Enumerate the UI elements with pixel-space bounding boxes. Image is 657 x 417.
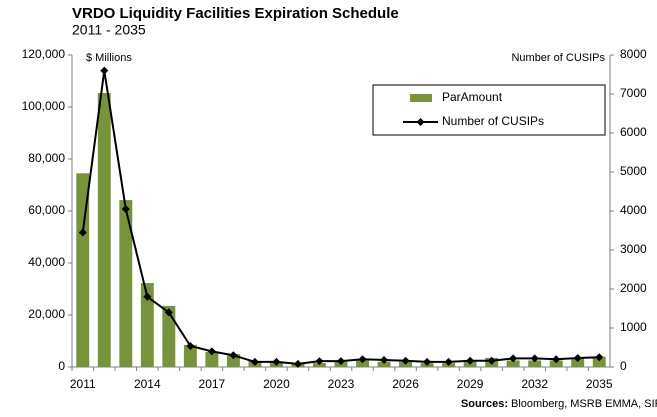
bar: [549, 360, 563, 367]
x-tick-label: 2029: [457, 377, 484, 391]
line-marker: [207, 347, 216, 356]
legend-label: Number of CUSIPs: [442, 114, 544, 128]
bar: [183, 344, 197, 367]
bar: [76, 173, 90, 367]
line-marker: [337, 357, 345, 366]
y2-tick-label: 5000: [620, 164, 647, 178]
source-label: Sources:: [461, 398, 508, 410]
y2-tick-label: 2000: [620, 281, 647, 295]
bar: [356, 360, 369, 367]
line-marker: [487, 356, 496, 365]
line-marker: [293, 359, 302, 368]
line-marker: [358, 355, 367, 364]
line-marker: [229, 351, 238, 360]
x-tick-label: 2020: [263, 377, 290, 391]
legend-marker: [416, 118, 425, 126]
y2-tick-label: 7000: [620, 86, 647, 100]
y-tick-label: 100,000: [22, 99, 66, 113]
line-marker: [250, 357, 259, 366]
y-tick-label: 0: [58, 359, 65, 373]
line-marker: [315, 357, 324, 366]
y2-axis-label: Number of CUSIPs: [511, 52, 605, 64]
y-tick-label: 60,000: [28, 203, 65, 217]
bar: [571, 357, 585, 367]
x-tick-label: 2017: [199, 377, 226, 391]
bar: [205, 351, 219, 367]
line-marker: [143, 292, 152, 301]
line-marker: [100, 66, 109, 75]
line-marker: [423, 357, 432, 366]
bar: [140, 283, 154, 367]
bar: [97, 92, 111, 368]
bar: [119, 200, 133, 367]
line-marker: [121, 205, 130, 214]
x-tick-label: 2014: [134, 377, 161, 391]
legend-swatch: [410, 94, 432, 102]
line-marker: [530, 354, 539, 363]
x-tick-label: 2011: [70, 377, 96, 391]
line-marker: [552, 355, 561, 364]
line-marker: [164, 308, 173, 317]
line-marker: [186, 341, 195, 350]
y-tick-label: 80,000: [28, 151, 65, 165]
chart-title: VRDO Liquidity Facilities Expiration Sch…: [72, 5, 399, 22]
y2-tick-label: 8000: [620, 47, 647, 61]
y2-tick-label: 0: [620, 359, 627, 373]
line-marker: [401, 356, 410, 365]
bar: [528, 360, 542, 367]
y-tick-label: 20,000: [28, 307, 65, 321]
chart-subtitle: 2011 - 2035: [72, 22, 146, 38]
line-marker: [466, 356, 475, 365]
y-tick-label: 40,000: [28, 255, 65, 269]
x-tick-label: 2023: [328, 377, 355, 391]
bar: [592, 356, 606, 367]
y2-tick-label: 3000: [620, 242, 647, 256]
x-tick-label: 2026: [392, 377, 419, 391]
y2-tick-label: 1000: [620, 320, 647, 334]
legend-box: [372, 84, 606, 136]
bar: [506, 360, 520, 367]
source: Bloomberg, MSRB EMMA, SIFMA: [511, 398, 657, 410]
bar: [377, 361, 391, 367]
bar: [162, 305, 176, 367]
y2-tick-label: 4000: [620, 203, 647, 217]
y2-tick-label: 6000: [620, 125, 647, 139]
line-marker: [595, 353, 604, 362]
line-marker: [78, 228, 87, 237]
line-marker: [380, 355, 389, 364]
line-marker: [444, 357, 453, 366]
line-marker: [272, 357, 281, 366]
line-marker: [573, 354, 582, 363]
y-axis-label: $ Millions: [86, 52, 132, 64]
y-tick-label: 120,000: [22, 47, 66, 61]
legend-label: ParAmount: [442, 90, 503, 104]
line-marker: [509, 354, 518, 363]
x-tick-label: 2035: [586, 377, 613, 391]
x-tick-label: 2032: [521, 377, 548, 391]
